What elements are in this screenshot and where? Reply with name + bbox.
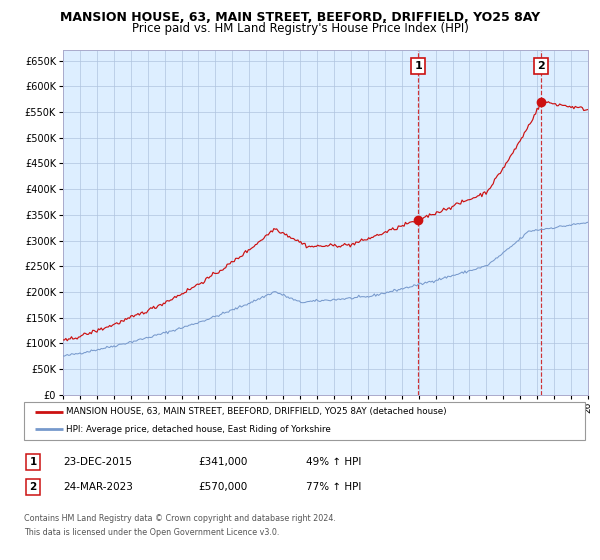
Text: 77% ↑ HPI: 77% ↑ HPI	[306, 482, 361, 492]
Text: 23-DEC-2015: 23-DEC-2015	[63, 457, 132, 467]
Text: 24-MAR-2023: 24-MAR-2023	[63, 482, 133, 492]
Text: This data is licensed under the Open Government Licence v3.0.: This data is licensed under the Open Gov…	[24, 528, 280, 536]
Text: Price paid vs. HM Land Registry's House Price Index (HPI): Price paid vs. HM Land Registry's House …	[131, 22, 469, 35]
Text: MANSION HOUSE, 63, MAIN STREET, BEEFORD, DRIFFIELD, YO25 8AY (detached house): MANSION HOUSE, 63, MAIN STREET, BEEFORD,…	[66, 407, 446, 416]
Text: 49% ↑ HPI: 49% ↑ HPI	[306, 457, 361, 467]
Text: MANSION HOUSE, 63, MAIN STREET, BEEFORD, DRIFFIELD, YO25 8AY: MANSION HOUSE, 63, MAIN STREET, BEEFORD,…	[60, 11, 540, 24]
Text: 2: 2	[537, 61, 545, 71]
Text: HPI: Average price, detached house, East Riding of Yorkshire: HPI: Average price, detached house, East…	[66, 425, 331, 434]
FancyBboxPatch shape	[24, 402, 585, 440]
Text: £570,000: £570,000	[198, 482, 247, 492]
Text: 1: 1	[29, 457, 37, 467]
Text: 1: 1	[414, 61, 422, 71]
Text: 2: 2	[29, 482, 37, 492]
Text: £341,000: £341,000	[198, 457, 247, 467]
Text: Contains HM Land Registry data © Crown copyright and database right 2024.: Contains HM Land Registry data © Crown c…	[24, 514, 336, 523]
